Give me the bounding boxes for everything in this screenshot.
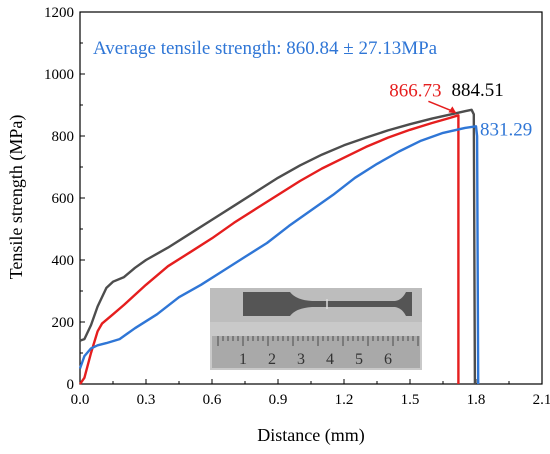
ruler [212, 336, 420, 368]
x-tick-label: 1.2 [335, 392, 354, 408]
ruler-label: 4 [326, 351, 334, 368]
x-tick-label: 0.3 [137, 392, 156, 408]
x-tick-label: 1.5 [401, 392, 420, 408]
ruler-label: 2 [268, 351, 276, 368]
annotations: 884.51 866.73 831.29 [389, 80, 532, 140]
x-tick-label: 1.8 [467, 392, 486, 408]
y-tick-labels: 0 200 400 600 800 1000 1200 [44, 5, 74, 393]
x-tick-label: 0.0 [71, 392, 90, 408]
series-line-1 [79, 108, 477, 385]
x-tick-label: 0.6 [203, 392, 222, 408]
x-tick-label: 0.9 [269, 392, 288, 408]
y-tick-label: 600 [52, 191, 75, 207]
y-tick-label: 1200 [44, 5, 74, 21]
ruler-label: 5 [355, 351, 363, 368]
y-tick-label: 800 [52, 129, 75, 145]
y-tick-label: 200 [52, 315, 75, 331]
x-axis-title: Distance (mm) [257, 425, 364, 446]
ruler-label: 1 [239, 351, 247, 368]
average-strength-annotation: Average tensile strength: 860.84 ± 27.13… [93, 38, 438, 59]
ruler-labels: 1 2 3 4 5 6 [239, 351, 392, 368]
y-tick-label: 0 [67, 377, 75, 393]
peak-value-label: 831.29 [480, 119, 532, 140]
y-tick-label: 1000 [44, 67, 74, 83]
x-tick-labels: 0.0 0.3 0.6 0.9 1.2 1.5 1.8 2.1 [71, 392, 550, 408]
y-tick-label: 400 [52, 253, 75, 269]
peak-value-label: 866.73 [389, 80, 441, 101]
ruler-label: 3 [297, 351, 305, 368]
x-tick-label: 2.1 [533, 392, 550, 408]
ruler-label: 6 [384, 351, 392, 368]
peak-value-label: 884.51 [451, 80, 503, 101]
series-line-3 [78, 125, 480, 385]
specimen-photo: 1 2 3 4 5 6 [210, 288, 422, 370]
y-axis-title: Tensile strength (MPa) [6, 115, 27, 280]
series-line-2 [79, 114, 460, 385]
data-series [78, 108, 480, 385]
arrow-head [448, 106, 457, 114]
